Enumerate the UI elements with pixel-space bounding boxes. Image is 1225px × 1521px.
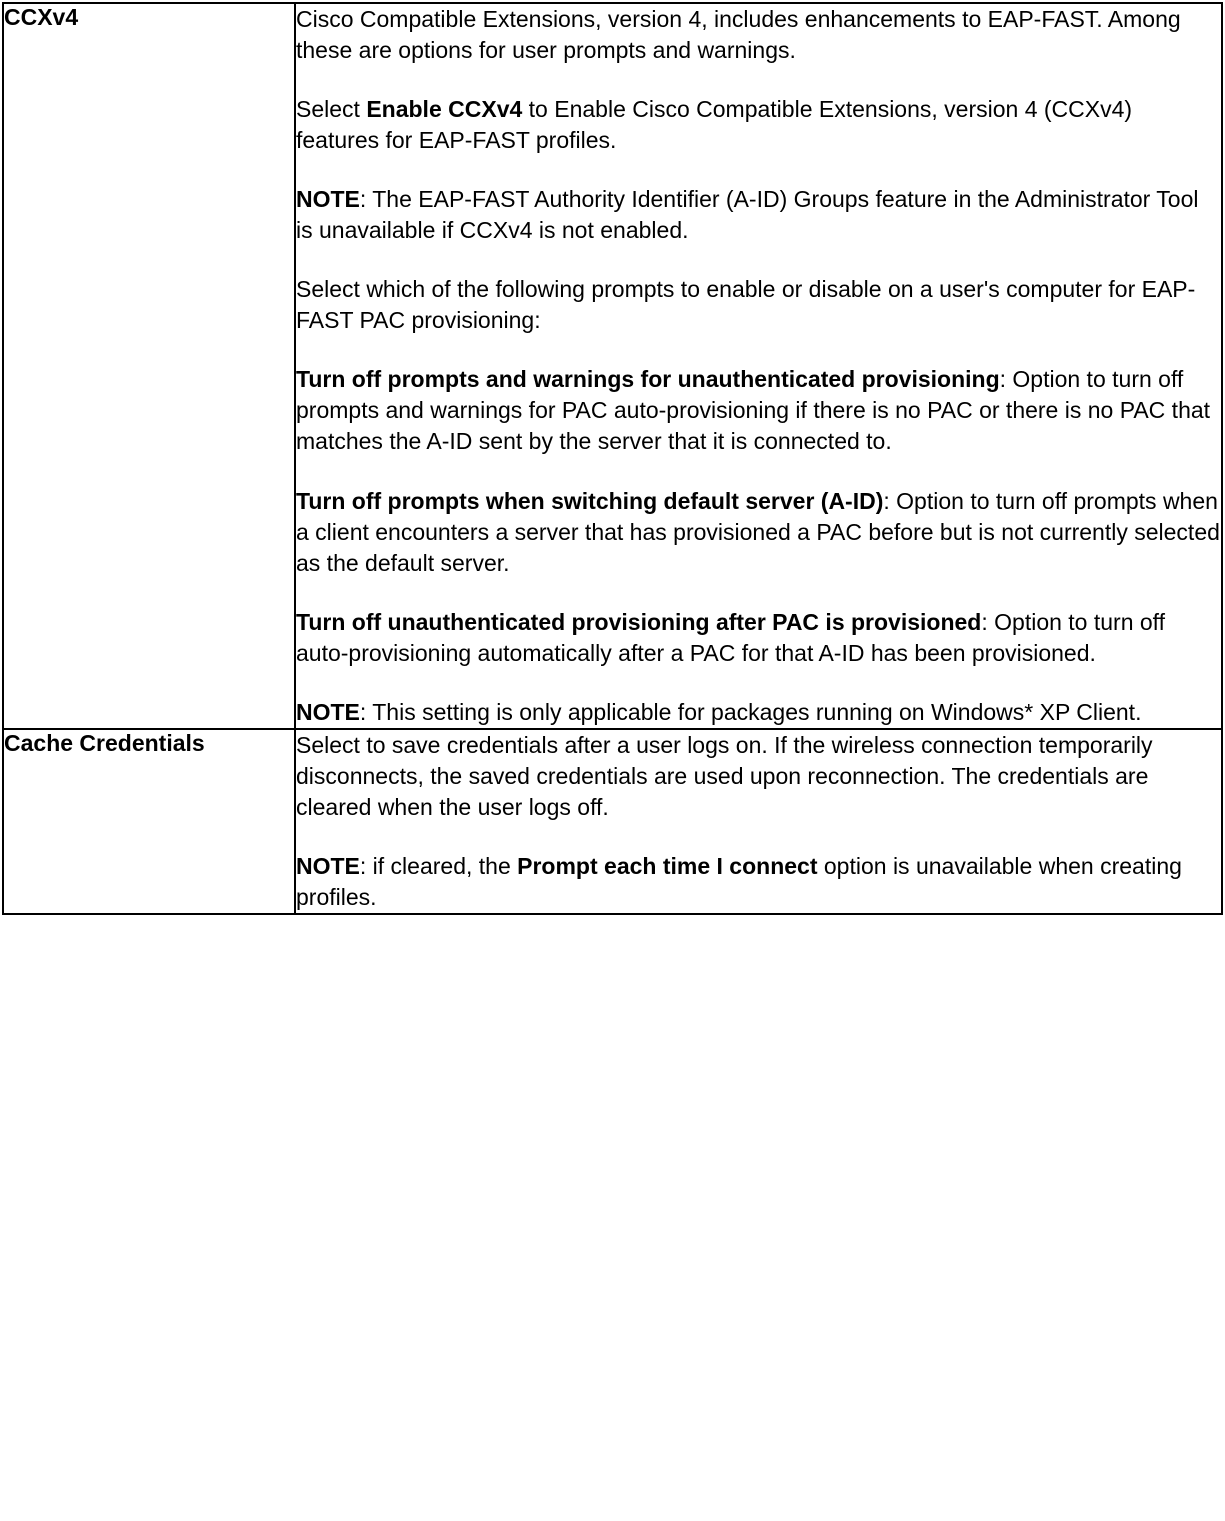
paragraph: Turn off prompts and warnings for unauth…	[296, 364, 1221, 457]
paragraph: NOTE: if cleared, the Prompt each time I…	[296, 851, 1221, 913]
setting-name: CCXv4	[3, 3, 295, 729]
text-run: Select	[296, 96, 366, 122]
paragraph: Select Enable CCXv4 to Enable Cisco Comp…	[296, 94, 1221, 156]
text-run: NOTE	[296, 853, 360, 879]
text-run: NOTE	[296, 186, 360, 212]
paragraph: Select which of the following prompts to…	[296, 274, 1221, 336]
setting-description: Select to save credentials after a user …	[295, 729, 1222, 914]
table-row: Cache CredentialsSelect to save credenti…	[3, 729, 1222, 914]
text-run: Enable CCXv4	[366, 96, 522, 122]
text-run: Prompt each time I connect	[517, 853, 817, 879]
text-run: NOTE	[296, 699, 360, 725]
text-run: : This setting is only applicable for pa…	[360, 699, 1142, 725]
setting-name: Cache Credentials	[3, 729, 295, 914]
paragraph: NOTE: The EAP-FAST Authority Identifier …	[296, 184, 1221, 246]
text-run: Select to save credentials after a user …	[296, 732, 1153, 820]
text-run: Turn off unauthenticated provisioning af…	[296, 609, 981, 635]
settings-table: CCXv4Cisco Compatible Extensions, versio…	[2, 2, 1223, 915]
paragraph: Select to save credentials after a user …	[296, 730, 1221, 823]
text-run: : The EAP-FAST Authority Identifier (A-I…	[296, 186, 1199, 243]
paragraph: Turn off unauthenticated provisioning af…	[296, 607, 1221, 669]
table-row: CCXv4Cisco Compatible Extensions, versio…	[3, 3, 1222, 729]
paragraph: Cisco Compatible Extensions, version 4, …	[296, 4, 1221, 66]
text-run: Cisco Compatible Extensions, version 4, …	[296, 6, 1181, 63]
setting-description: Cisco Compatible Extensions, version 4, …	[295, 3, 1222, 729]
paragraph: Turn off prompts when switching default …	[296, 486, 1221, 579]
text-run: Select which of the following prompts to…	[296, 276, 1195, 333]
text-run: Turn off prompts when switching default …	[296, 488, 883, 514]
paragraph: NOTE: This setting is only applicable fo…	[296, 697, 1221, 728]
text-run: : if cleared, the	[360, 853, 517, 879]
text-run: Turn off prompts and warnings for unauth…	[296, 366, 1000, 392]
